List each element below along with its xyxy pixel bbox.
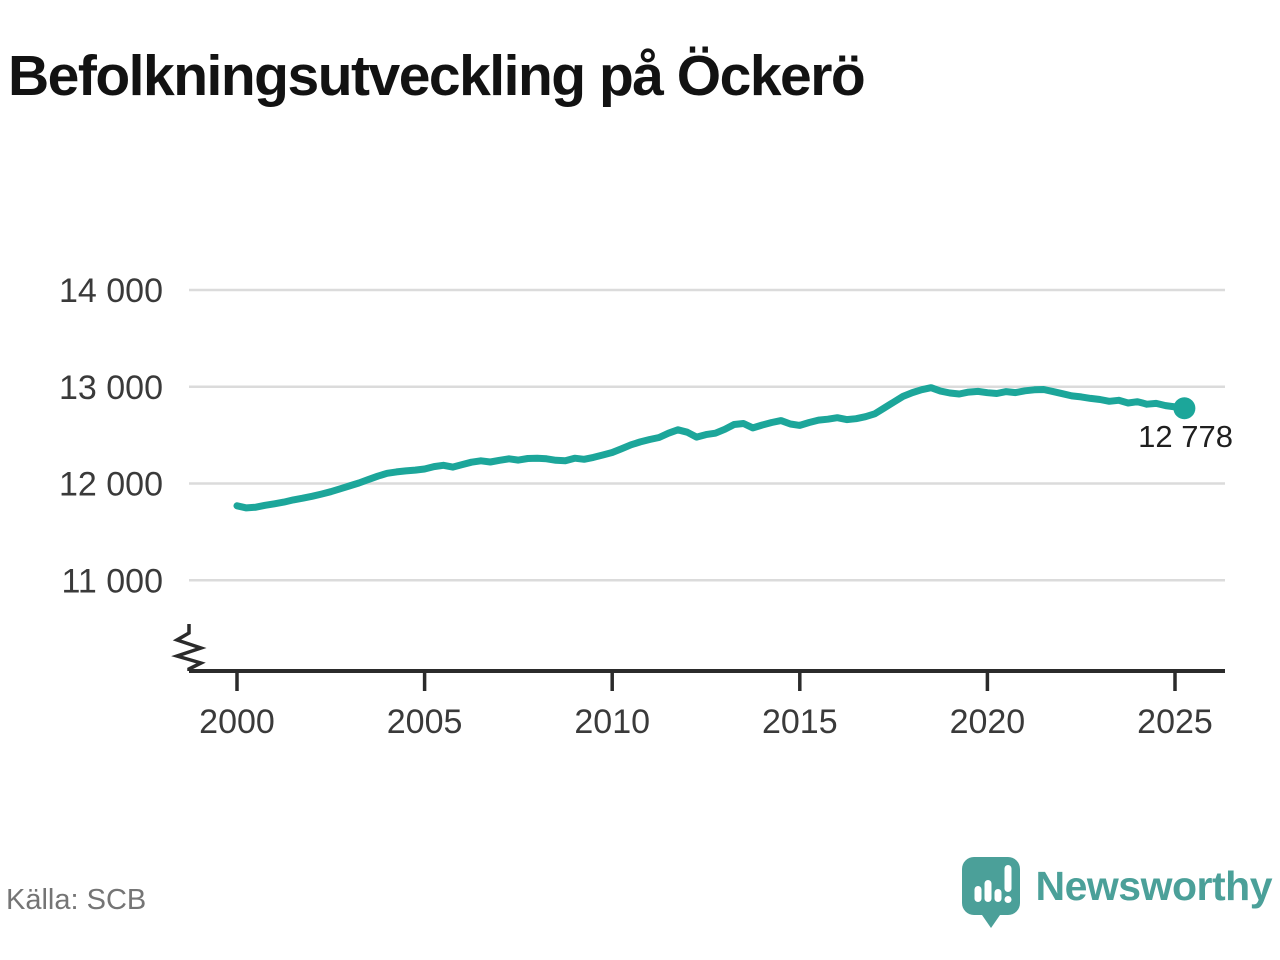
axis-break-icon [171,624,207,671]
y-tick-label: 11 000 [62,562,163,600]
x-tick-label: 2020 [950,703,1026,741]
population-series-line [233,384,1188,512]
y-tick-label: 12 000 [59,466,163,504]
x-tick-label: 2025 [1137,703,1213,741]
source-label: Källa: SCB [6,884,147,916]
newsworthy-speech-bubble-icon [961,857,1020,928]
newsworthy-logo: Newsworthy [961,856,1273,930]
y-tick-label: 14 000 [59,272,163,310]
exclamation-bar-icon [1004,865,1011,892]
newsworthy-wordmark: Newsworthy [1035,862,1273,909]
exclamation-dot-icon [1004,896,1011,903]
bar-icon-1 [974,886,981,902]
bar-icon-3 [994,889,1001,902]
x-tick-label: 2000 [199,703,275,741]
x-tick-label: 2015 [762,703,838,741]
chart-title: Befolkningsutveckling på Öckerö [8,44,866,108]
y-tick-label: 13 000 [59,369,163,407]
end-value-label: 12 778 [1138,419,1233,454]
end-point-marker [1173,397,1196,420]
x-tick-label: 2005 [387,703,463,741]
bar-icon-2 [984,880,991,902]
x-tick-label: 2010 [574,703,650,741]
